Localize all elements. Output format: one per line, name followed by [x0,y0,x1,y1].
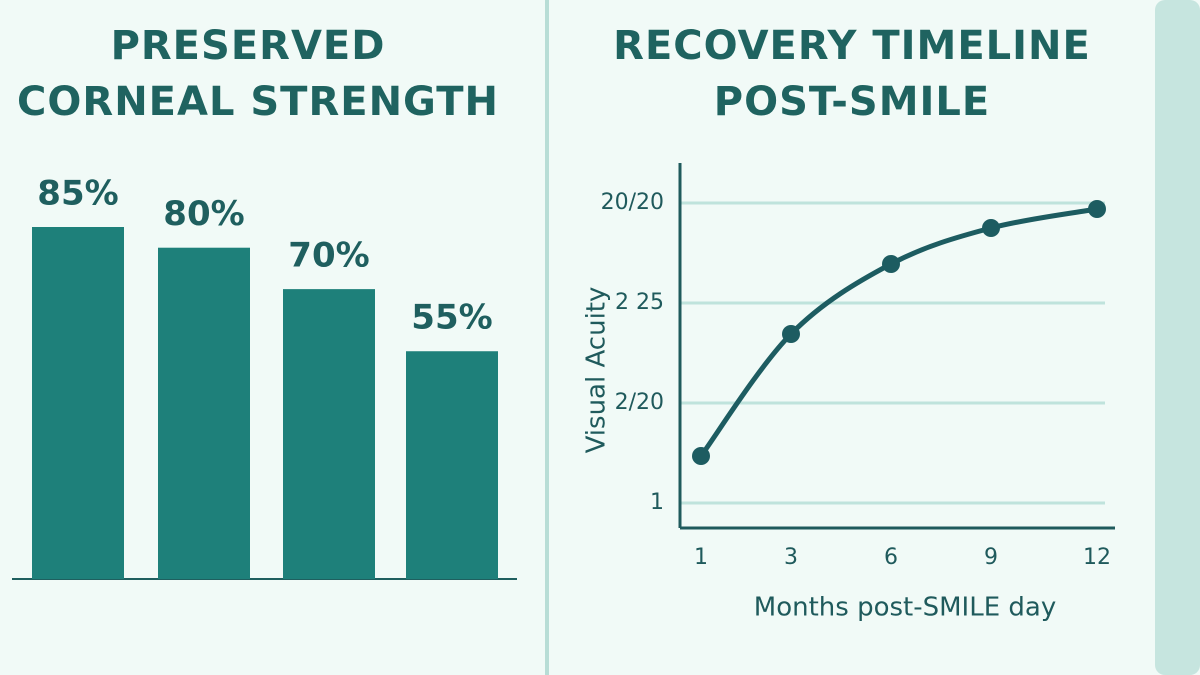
bar [283,289,375,579]
point [1088,200,1106,218]
point [882,255,900,273]
chart-title: RECOVERY TIMELINE [613,23,1091,69]
y-tick-label: 2/20 [615,390,664,415]
x-tick-label: 9 [984,545,998,570]
y-tick-label: 1 [650,490,664,515]
bar [158,247,250,580]
data-label: 55% [411,298,492,338]
chart-title: POST-SMILE [714,79,990,125]
point [782,325,800,343]
x-axis-label: Months post-SMILE day [754,593,1056,623]
x-tick-label: 12 [1083,545,1111,570]
x-tick-label: 3 [784,545,798,570]
chart-title: CORNEAL STRENGTH [17,79,499,125]
y-axis-label: Visual Acuity [582,287,612,454]
x-tick-label: 1 [694,545,708,570]
data-label: 80% [163,194,244,234]
point [692,447,710,465]
x-tick-label: 6 [884,545,898,570]
side-strip [1155,0,1200,675]
point [982,219,1000,237]
y-tick-label: 2 25 [615,290,664,315]
data-label: 85% [37,174,118,214]
y-tick-label: 20/20 [601,190,664,215]
bar [406,351,498,579]
chart-title: PRESERVED [111,23,386,69]
bar [32,227,124,579]
data-label: 70% [288,236,369,276]
